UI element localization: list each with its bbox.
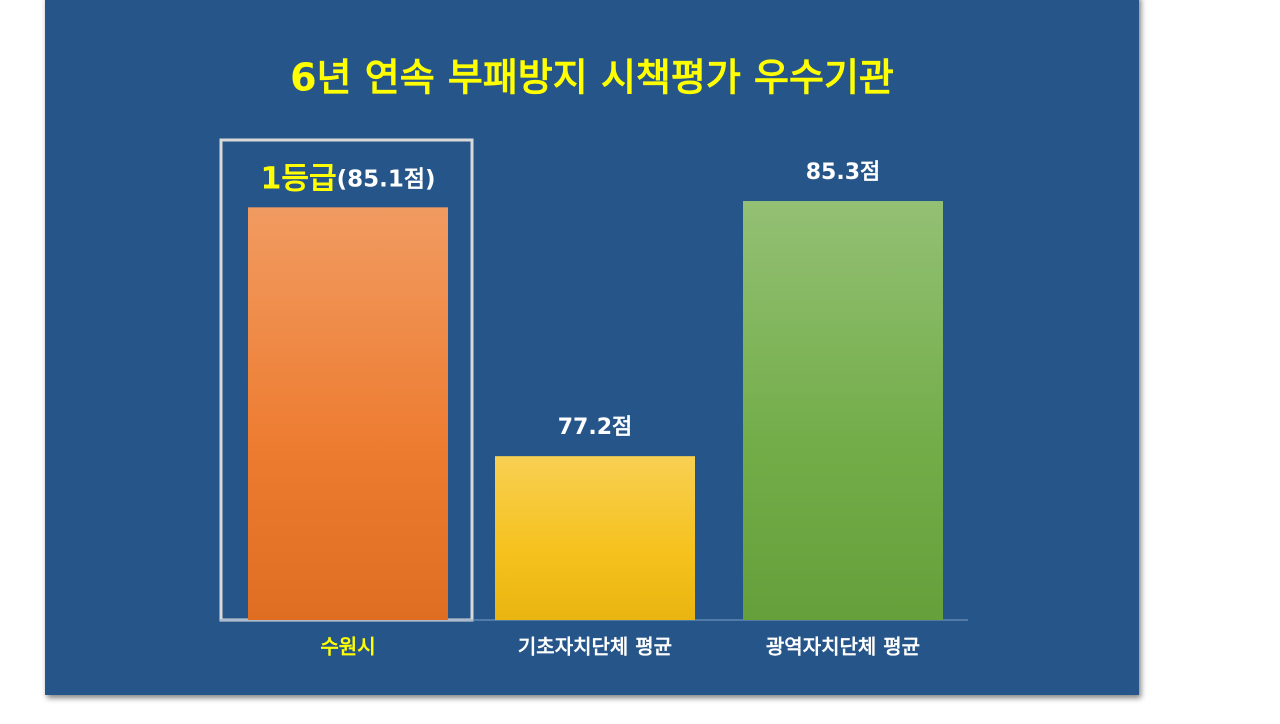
x-tick-label: 기초자치단체 평균 xyxy=(518,635,672,659)
bar-shine xyxy=(248,207,448,620)
annotation: 1등급 xyxy=(260,161,336,196)
bar-shine xyxy=(743,201,943,621)
value-label: 77.2점 xyxy=(558,415,633,440)
value-label-text: (85.1점) xyxy=(337,166,436,192)
value-label: 85.3점 xyxy=(806,160,881,185)
x-tick-label: 광역자치단체 평균 xyxy=(766,635,920,659)
x-tick-label: 수원시 xyxy=(320,635,375,659)
bar-shine xyxy=(495,456,695,620)
chart-title: 6년 연속 부패방지 시책평가 우수기관 xyxy=(290,56,894,100)
value-label: 1등급(85.1점) xyxy=(260,161,435,196)
